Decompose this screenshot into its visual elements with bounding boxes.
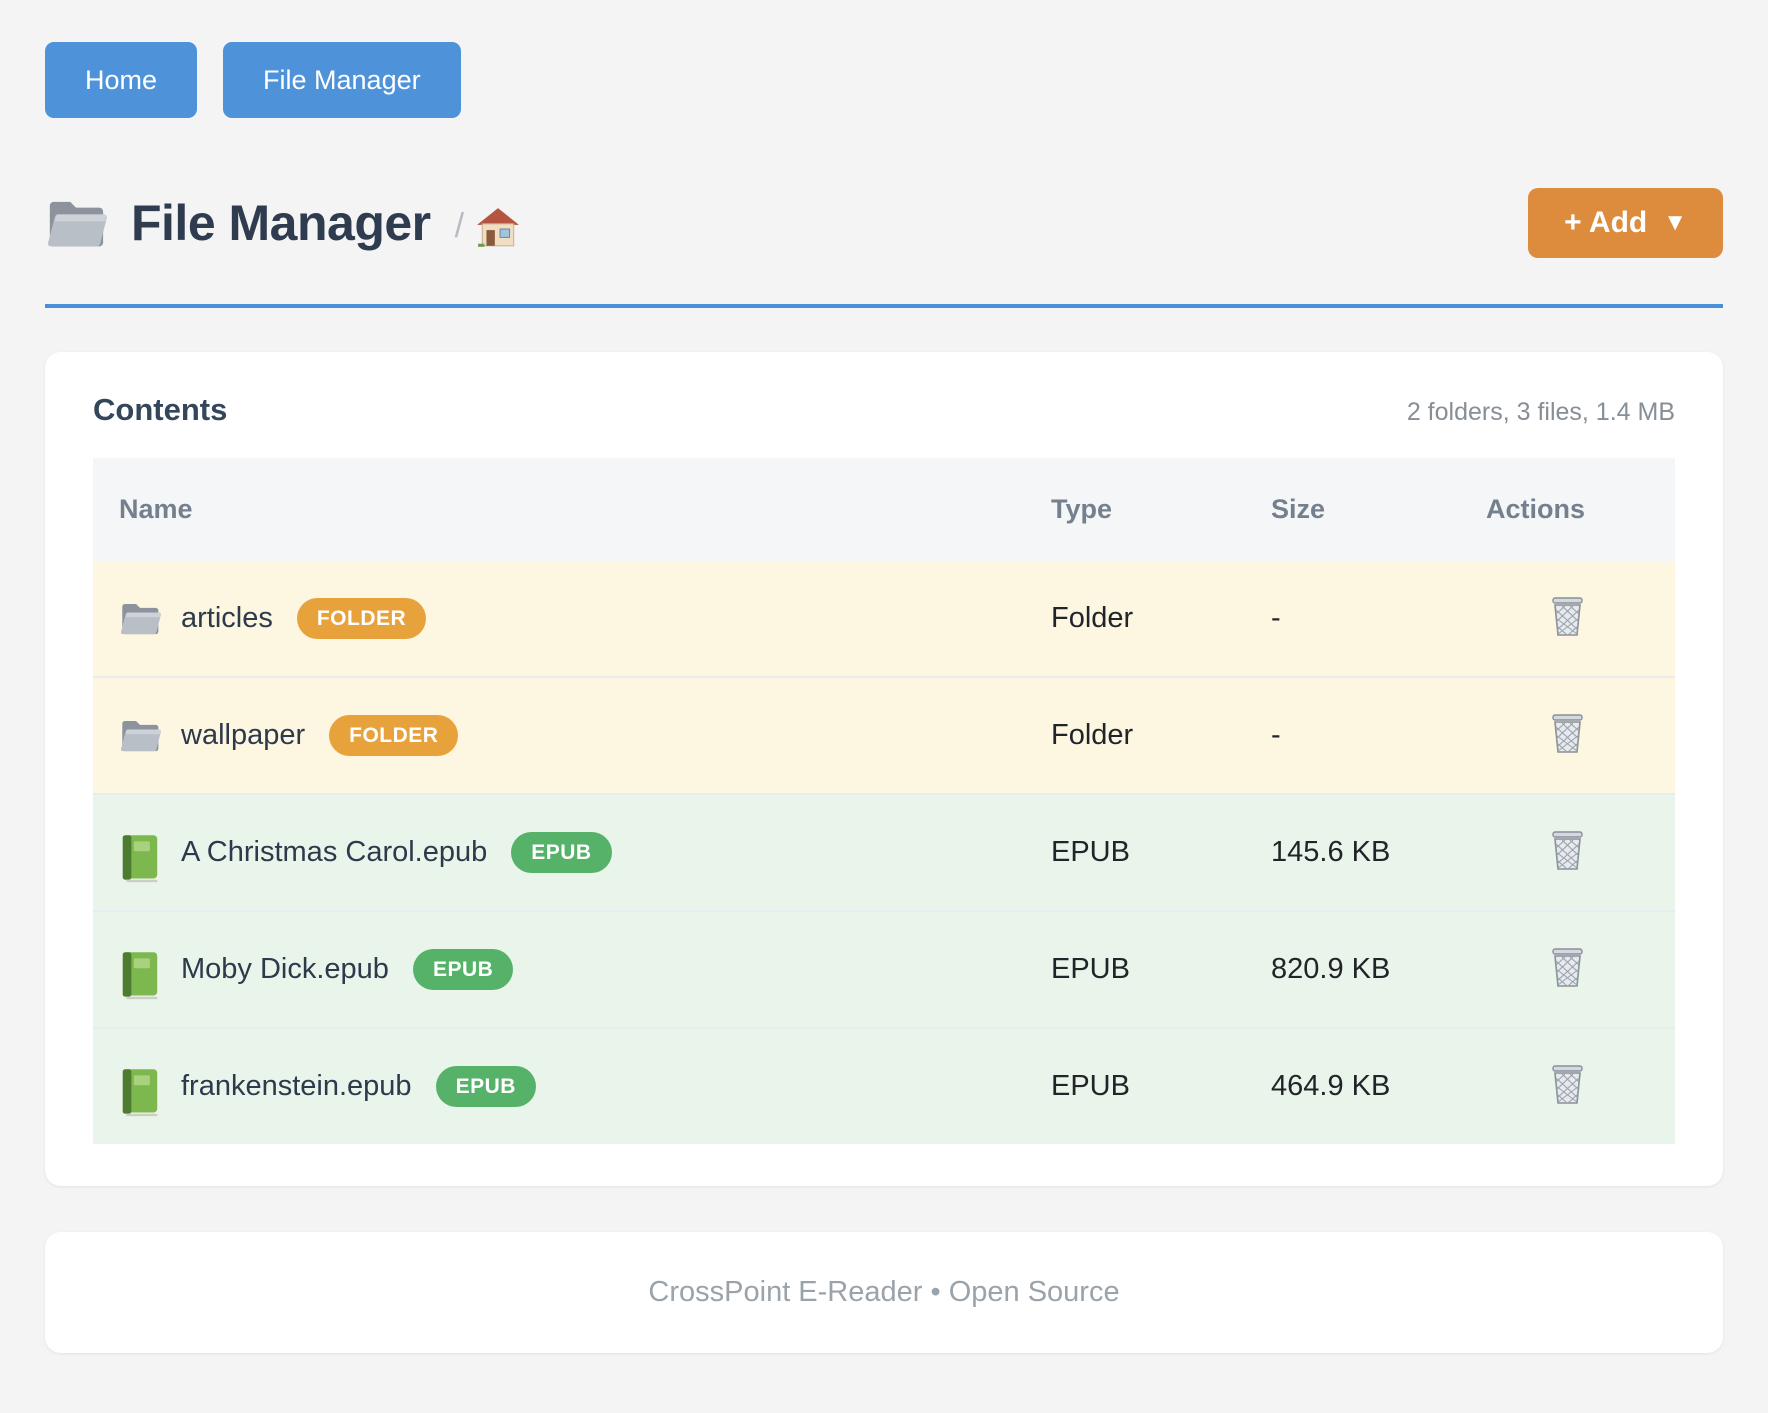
nav-home-button[interactable]: Home	[45, 42, 198, 118]
top-nav: Home File Manager	[45, 42, 1723, 118]
file-name[interactable]: wallpaper	[181, 719, 306, 751]
page-header: File Manager / + Add ▼	[45, 188, 1723, 308]
file-type-badge: EPUB	[412, 949, 514, 990]
footer: CrossPoint E-Reader • Open Source	[45, 1232, 1723, 1353]
file-size: -	[1245, 561, 1460, 677]
file-type: EPUB	[1025, 1027, 1245, 1144]
file-type-icon	[119, 834, 161, 882]
file-size: 145.6 KB	[1245, 793, 1460, 911]
file-type-badge: EPUB	[435, 1066, 536, 1107]
contents-card: Contents 2 folders, 3 files, 1.4 MB Name…	[45, 352, 1723, 1186]
delete-button[interactable]	[1545, 826, 1590, 875]
delete-button[interactable]	[1545, 1060, 1590, 1109]
file-type: Folder	[1025, 676, 1245, 794]
add-button-label: + Add	[1564, 206, 1648, 239]
file-size: 820.9 KB	[1245, 910, 1460, 1028]
column-header-size: Size	[1245, 458, 1460, 561]
file-size: -	[1245, 676, 1460, 794]
file-type-icon	[119, 951, 161, 999]
wastebasket-icon	[1549, 1065, 1586, 1108]
file-type-icon	[119, 717, 161, 755]
wastebasket-icon	[1549, 831, 1586, 874]
table-row: articles FOLDER Folder -	[93, 561, 1675, 677]
contents-card-header: Contents 2 folders, 3 files, 1.4 MB	[93, 392, 1675, 428]
files-table-head: Name Type Size Actions	[93, 458, 1675, 561]
delete-button[interactable]	[1545, 592, 1590, 641]
file-type: EPUB	[1025, 910, 1245, 1028]
files-table: Name Type Size Actions articles FOLDER F…	[93, 458, 1675, 1144]
column-header-actions: Actions	[1460, 458, 1675, 561]
page-title: File Manager	[131, 195, 431, 251]
delete-button[interactable]	[1545, 709, 1590, 758]
column-header-name: Name	[93, 458, 1025, 561]
file-type: EPUB	[1025, 793, 1245, 911]
add-button[interactable]: + Add ▼	[1528, 188, 1723, 258]
contents-summary: 2 folders, 3 files, 1.4 MB	[1406, 398, 1675, 426]
table-row: Moby Dick.epub EPUB EPUB 820.9 KB	[93, 910, 1675, 1028]
table-body: articles FOLDER Folder -	[93, 561, 1675, 1144]
contents-title: Contents	[93, 392, 228, 427]
folder-icon	[45, 196, 107, 250]
file-type-badge: FOLDER	[296, 598, 427, 639]
wastebasket-icon	[1549, 597, 1586, 640]
column-header-type: Type	[1025, 458, 1245, 561]
table-row: A Christmas Carol.epub EPUB EPUB 145.6 K…	[93, 793, 1675, 911]
file-type-badge: FOLDER	[329, 715, 459, 756]
chevron-down-icon: ▼	[1663, 209, 1687, 236]
file-type-icon	[119, 1068, 161, 1116]
wastebasket-icon	[1549, 948, 1586, 991]
file-name[interactable]: frankenstein.epub	[181, 1070, 412, 1102]
breadcrumb-separator: /	[454, 206, 465, 245]
footer-text: CrossPoint E-Reader • Open Source	[648, 1276, 1120, 1308]
file-type-badge: EPUB	[511, 832, 612, 873]
file-type-icon	[119, 600, 161, 638]
title-wrap: File Manager /	[45, 194, 520, 252]
file-size: 464.9 KB	[1245, 1027, 1460, 1144]
file-name[interactable]: A Christmas Carol.epub	[181, 836, 488, 868]
nav-file-manager-button[interactable]: File Manager	[223, 42, 461, 118]
file-name[interactable]: articles	[181, 602, 273, 634]
delete-button[interactable]	[1545, 943, 1590, 992]
breadcrumb-home-icon[interactable]	[476, 206, 520, 248]
file-type: Folder	[1025, 561, 1245, 677]
file-name[interactable]: Moby Dick.epub	[181, 953, 389, 985]
wastebasket-icon	[1549, 714, 1586, 757]
table-row: wallpaper FOLDER Folder -	[93, 676, 1675, 794]
table-row: frankenstein.epub EPUB EPUB 464.9 KB	[93, 1027, 1675, 1144]
